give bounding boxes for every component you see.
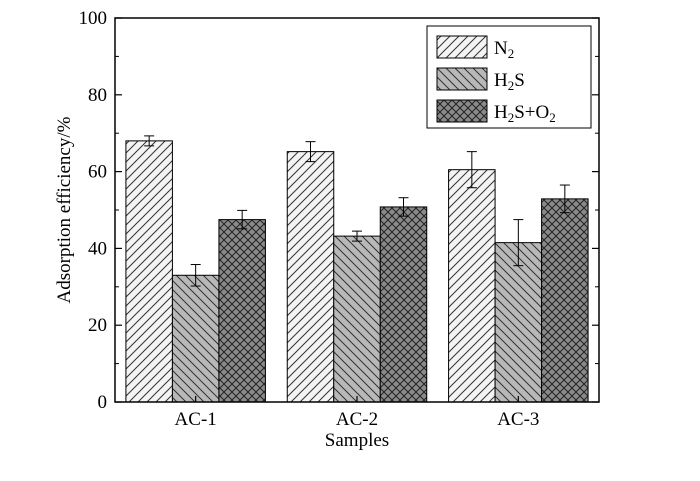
y-tick-label: 20 bbox=[88, 315, 107, 336]
legend-swatch-2 bbox=[436, 99, 488, 123]
legend-swatch-1 bbox=[436, 67, 488, 91]
bar-ac-2-series-2 bbox=[379, 206, 428, 403]
y-tick-label: 100 bbox=[79, 8, 108, 29]
bar-ac-3-series-0 bbox=[448, 169, 496, 403]
y-tick-label: 80 bbox=[88, 85, 107, 106]
x-tick-label: AC-3 bbox=[497, 409, 539, 430]
bar-ac-1-series-2 bbox=[218, 219, 266, 403]
y-tick-label: 0 bbox=[98, 392, 108, 413]
bar-ac-2-series-0 bbox=[286, 151, 335, 403]
x-axis: AC-1 AC-2 AC-3 bbox=[175, 396, 539, 430]
legend-label-2: H2S+O2 bbox=[494, 102, 556, 125]
error-bars-group bbox=[144, 135, 570, 287]
bar-ac-1-series-1 bbox=[171, 274, 220, 403]
y-tick-label: 40 bbox=[88, 238, 107, 259]
bar-ac-3-series-1 bbox=[494, 242, 543, 403]
bar-ac-1-series-0 bbox=[125, 140, 173, 403]
y-tick-label: 60 bbox=[88, 162, 107, 183]
x-tick-label: AC-2 bbox=[336, 409, 378, 430]
bars-group bbox=[125, 140, 589, 403]
bar-ac-3-series-2 bbox=[541, 198, 589, 403]
x-tick-label: AC-1 bbox=[175, 409, 217, 430]
bar-ac-2-series-1 bbox=[333, 235, 381, 403]
legend: N2 H2S H2S+O2 bbox=[426, 25, 592, 129]
x-axis-label: Samples bbox=[325, 430, 389, 451]
y-axis: 0 20 40 60 80 100 bbox=[79, 8, 599, 413]
legend-swatch-0 bbox=[436, 35, 488, 59]
legend-label-1: H2S bbox=[494, 70, 525, 93]
legend-label-0: N2 bbox=[494, 38, 514, 61]
y-axis-label: Adsorption efficiency/% bbox=[54, 116, 75, 303]
